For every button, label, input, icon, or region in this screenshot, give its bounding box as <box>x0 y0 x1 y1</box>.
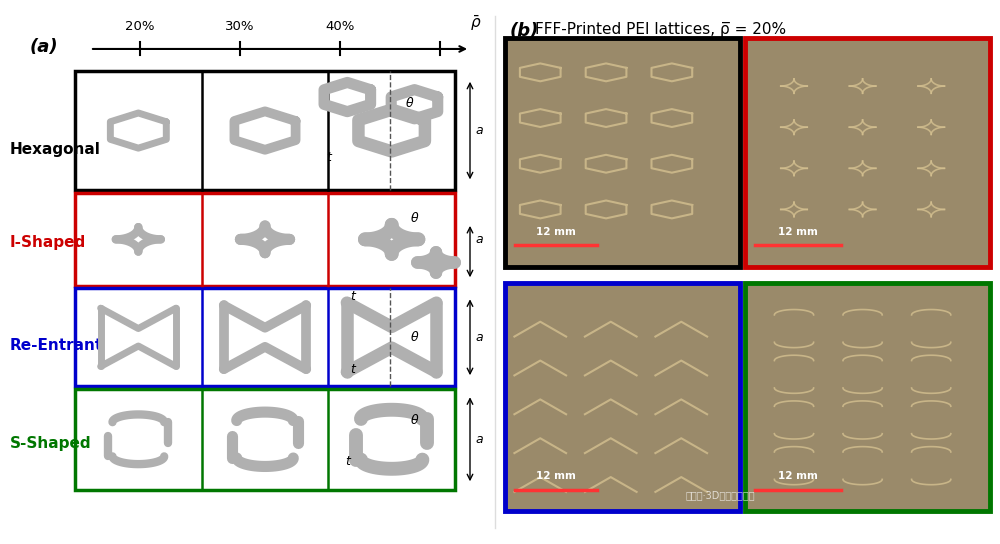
Text: $t$: $t$ <box>350 290 357 303</box>
Bar <box>505 38 740 267</box>
Text: 12 mm: 12 mm <box>536 227 576 237</box>
Text: $\theta$: $\theta$ <box>410 211 419 225</box>
Bar <box>745 38 990 267</box>
Text: 12 mm: 12 mm <box>778 472 818 481</box>
Text: $a$: $a$ <box>475 124 484 137</box>
Text: FFF-Printed PEI lattices, ρ̅ = 20%: FFF-Printed PEI lattices, ρ̅ = 20% <box>535 22 786 37</box>
Bar <box>75 389 455 490</box>
Text: (a): (a) <box>30 38 59 56</box>
Text: $\theta$: $\theta$ <box>405 96 414 110</box>
Text: Re-Entrant: Re-Entrant <box>10 338 103 353</box>
Text: $a$: $a$ <box>475 331 484 344</box>
Text: $\theta$: $\theta$ <box>410 413 419 427</box>
Text: $a$: $a$ <box>475 433 484 446</box>
Text: $t$: $t$ <box>350 363 357 376</box>
Text: 20%: 20% <box>125 20 155 33</box>
Bar <box>505 283 740 511</box>
Text: (b): (b) <box>510 22 539 40</box>
Text: 公众号·3D打印技术参考: 公众号·3D打印技术参考 <box>685 491 755 500</box>
Text: 12 mm: 12 mm <box>778 227 818 237</box>
Text: S-Shaped: S-Shaped <box>10 436 92 451</box>
Text: $a$: $a$ <box>475 233 484 246</box>
Text: $t$: $t$ <box>345 455 352 467</box>
Text: $\bar{\rho}$: $\bar{\rho}$ <box>470 14 482 33</box>
Text: $t$: $t$ <box>326 151 334 164</box>
Text: 12 mm: 12 mm <box>536 472 576 481</box>
Text: $\theta$: $\theta$ <box>410 330 419 344</box>
Bar <box>75 288 455 386</box>
Bar <box>745 283 990 511</box>
Text: Hexagonal: Hexagonal <box>10 142 101 157</box>
Bar <box>75 193 455 286</box>
Text: I-Shaped: I-Shaped <box>10 234 86 250</box>
Text: 40%: 40% <box>325 20 355 33</box>
Bar <box>75 71 455 190</box>
Text: 30%: 30% <box>225 20 255 33</box>
